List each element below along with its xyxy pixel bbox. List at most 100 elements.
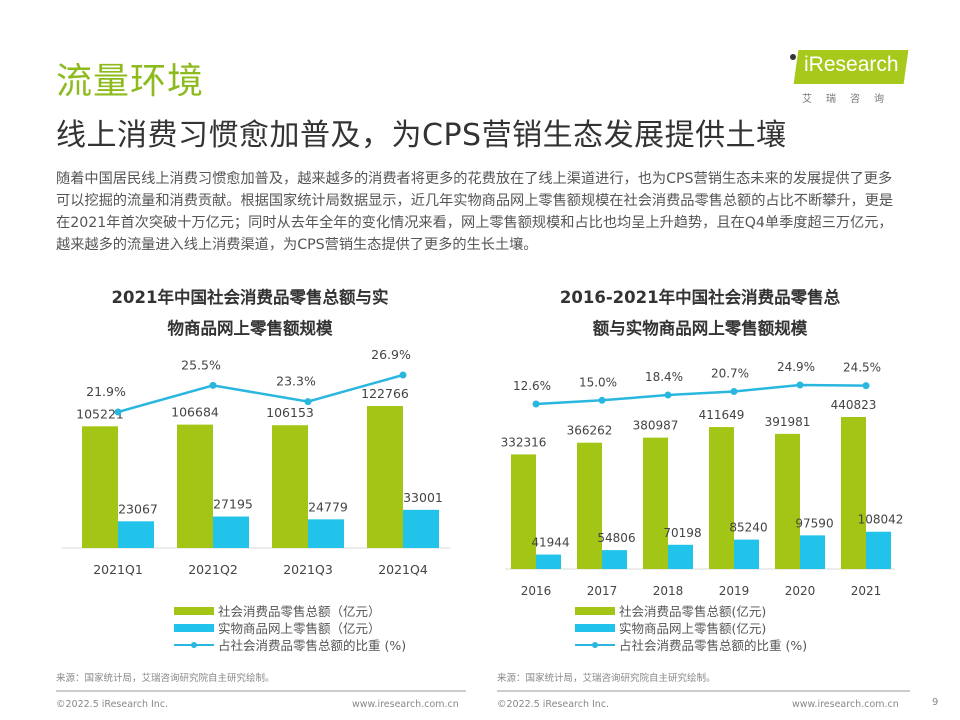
bar-total-retail	[272, 425, 308, 548]
green-swatch-icon	[174, 606, 214, 615]
line-marker	[862, 382, 870, 390]
data-label: 33001	[403, 490, 443, 505]
legend-item-online-retail: 实物商品网上零售额(亿元)	[575, 619, 807, 636]
x-tick-label: 2019	[719, 584, 750, 598]
percent-label: 24.9%	[777, 360, 815, 374]
chart2-legend: 社会消费品零售总额(亿元) 实物商品网上零售额(亿元) 占社会消费品零售总额的比…	[575, 602, 807, 653]
x-tick-label: 2016	[521, 584, 552, 598]
line-marker	[664, 391, 672, 399]
bar-total-retail	[643, 437, 668, 569]
headline: 线上消费习惯愈加普及，为CPS营销生态发展提供土壤	[56, 118, 787, 153]
legend-item-total-retail: 社会消费品零售总额（亿元）	[174, 602, 406, 619]
blue-swatch-icon	[174, 623, 214, 632]
chart1-legend: 社会消费品零售总额（亿元） 实物商品网上零售额（亿元） 占社会消费品零售总额的比…	[174, 602, 406, 653]
website-left: www.iresearch.com.cn	[352, 699, 459, 710]
copyright-right: ©2022.5 iResearch Inc.	[497, 699, 610, 710]
x-tick-label: 2021Q3	[283, 562, 333, 577]
logo-text: iResearch	[804, 53, 899, 76]
data-label: 366262	[567, 424, 613, 438]
bar-online-retail	[602, 550, 627, 569]
x-tick-label: 2021	[851, 584, 882, 598]
bar-total-retail	[709, 427, 734, 569]
source-note-left: 来源：国家统计局，艾瑞咨询研究院自主研究绘制。	[56, 673, 275, 684]
data-label: 440823	[831, 398, 877, 412]
x-tick-label: 2020	[785, 584, 816, 598]
data-label: 332316	[501, 435, 547, 449]
bar-online-retail	[866, 531, 891, 569]
data-label: 23067	[118, 501, 158, 516]
x-tick-label: 2017	[587, 584, 618, 598]
bar-online-retail	[668, 544, 693, 569]
footer-divider-right	[497, 690, 910, 692]
logo-dot-icon	[790, 54, 796, 60]
bar-online-retail	[308, 519, 344, 548]
x-tick-label: 2021Q1	[93, 562, 143, 577]
chart1-title: 2021年中国社会消费品零售总额与实 物商品网上零售额规模	[70, 282, 430, 344]
line-marker	[304, 398, 312, 406]
legend-item-share: 占社会消费品零售总额的比重 (%)	[174, 636, 406, 653]
percent-label: 24.5%	[843, 361, 881, 375]
green-swatch-icon	[575, 606, 615, 615]
bar-total-retail	[577, 442, 602, 569]
legend-item-share: 占社会消费品零售总额的比重 (%)	[575, 636, 807, 653]
percent-label: 21.9%	[86, 384, 126, 399]
percent-label: 15.0%	[579, 375, 617, 389]
bar-online-retail	[536, 554, 561, 569]
bar-online-retail	[734, 539, 759, 569]
data-label: 391981	[765, 415, 811, 429]
percent-label: 18.4%	[645, 370, 683, 384]
chart1-title-line2: 物商品网上零售额规模	[167, 319, 333, 338]
footer-divider-left	[56, 690, 466, 692]
line-marker	[532, 400, 540, 408]
data-label: 106684	[171, 405, 219, 420]
line-marker	[730, 387, 738, 395]
data-label: 105221	[76, 406, 124, 421]
line-marker	[598, 396, 606, 404]
bar-total-retail	[177, 424, 213, 548]
bar-online-retail	[403, 509, 439, 548]
percent-label: 20.7%	[711, 366, 749, 380]
logo-subtitle: 艾瑞咨询	[802, 94, 898, 105]
data-label: 411649	[699, 408, 745, 422]
legend-item-total-retail: 社会消费品零售总额(亿元)	[575, 602, 807, 619]
data-label: 97590	[795, 516, 833, 530]
line-marker-icon	[174, 641, 214, 649]
bar-total-retail	[367, 406, 403, 548]
data-label: 85240	[729, 521, 767, 535]
line-marker	[796, 381, 804, 389]
chart2-title-line2: 额与实物商品网上零售额规模	[592, 319, 808, 338]
blue-swatch-icon	[575, 623, 615, 632]
percent-label: 23.3%	[276, 374, 316, 389]
data-label: 54806	[597, 531, 635, 545]
copyright-left: ©2022.5 iResearch Inc.	[56, 699, 169, 710]
bar-total-retail	[82, 426, 118, 548]
data-label: 380987	[633, 419, 679, 433]
bar-total-retail	[775, 433, 800, 569]
data-label: 70198	[663, 526, 701, 540]
x-tick-label: 2021Q4	[378, 562, 428, 577]
line-marker	[399, 371, 407, 379]
chart2-title-line1: 2016-2021年中国社会消费品零售总	[559, 288, 841, 307]
iresearch-logo: iResearch 艾瑞咨询	[790, 50, 910, 106]
chart2-title: 2016-2021年中国社会消费品零售总 额与实物商品网上零售额规模	[520, 282, 880, 344]
chart1-title-line1: 2021年中国社会消费品零售总额与实	[111, 288, 389, 307]
data-label: 24779	[308, 499, 348, 514]
percent-label: 25.5%	[181, 357, 221, 372]
data-label: 27195	[213, 497, 253, 512]
percent-label: 26.9%	[371, 347, 411, 362]
share-line	[535, 383, 867, 406]
source-note-right: 来源：国家统计局，艾瑞咨询研究院自主研究绘制。	[497, 673, 716, 684]
bar-online-retail	[118, 521, 154, 548]
x-tick-label: 2021Q2	[188, 562, 238, 577]
page-number: 9	[932, 697, 939, 708]
data-label: 108042	[858, 513, 904, 527]
data-label: 41944	[531, 536, 569, 550]
bar-total-retail	[511, 454, 536, 569]
bar-total-retail	[841, 417, 866, 569]
line-marker-icon	[575, 641, 615, 649]
percent-label: 12.6%	[513, 379, 551, 393]
bar-online-retail	[800, 535, 825, 569]
x-tick-label: 2018	[653, 584, 684, 598]
share-line	[117, 373, 404, 414]
